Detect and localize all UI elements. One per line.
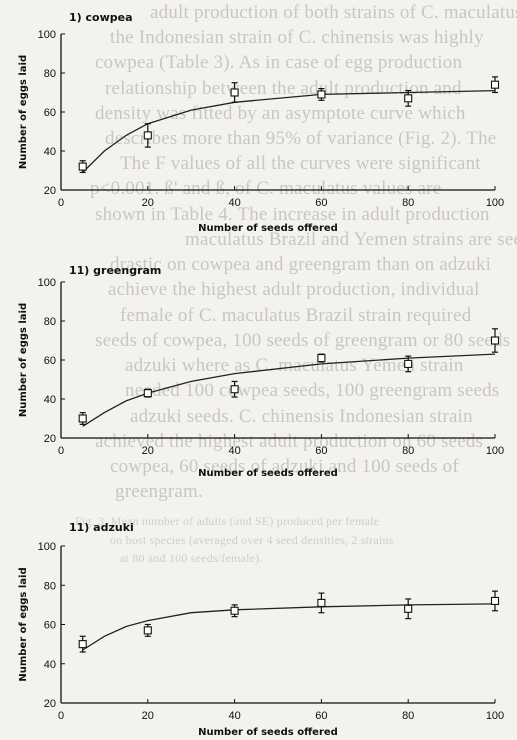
y-tick-label: 60	[44, 107, 56, 119]
y-axis-label: Number of eggs laid	[18, 567, 29, 681]
x-tick-label: 80	[402, 445, 414, 457]
data-point	[78, 162, 87, 171]
y-axis-label: Number of eggs laid	[18, 303, 29, 417]
data-point	[317, 598, 326, 607]
x-tick-label: 20	[142, 445, 154, 457]
y-tick-label: 40	[44, 394, 56, 406]
x-tick-label: 40	[228, 445, 240, 457]
x-axis-label: Number of seeds offered	[198, 223, 338, 234]
data-point	[143, 389, 152, 398]
y-tick-label: 100	[38, 29, 56, 41]
y-tick-label: 100	[38, 277, 56, 289]
x-tick-label: 0	[58, 445, 64, 457]
chart-title: 11) greengram	[69, 264, 161, 277]
y-tick-label: 100	[38, 541, 56, 553]
data-point	[143, 626, 152, 635]
x-tick-label: 0	[58, 197, 64, 209]
fitted-curve	[82, 603, 496, 651]
x-tick-label: 20	[142, 197, 154, 209]
data-point	[230, 385, 239, 394]
y-tick-label: 20	[44, 185, 56, 197]
data-point	[404, 359, 413, 368]
y-tick-label: 40	[44, 659, 56, 671]
data-point	[490, 80, 500, 89]
y-tick-label: 60	[44, 355, 56, 367]
y-tick-label: 80	[44, 316, 56, 328]
y-tick-label: 20	[44, 698, 56, 710]
data-point	[404, 604, 413, 613]
x-tick-label: 100	[486, 445, 504, 457]
chart-title: 11) adzuki	[69, 521, 134, 534]
x-tick-label: 0	[58, 710, 64, 722]
data-point	[317, 90, 326, 99]
data-point	[143, 131, 152, 140]
data-point	[230, 88, 239, 97]
x-tick-label: 60	[315, 197, 327, 209]
chart-title: 1) cowpea	[69, 11, 133, 24]
data-point	[404, 94, 413, 103]
x-tick-label: 60	[315, 445, 327, 457]
y-tick-label: 80	[44, 68, 56, 80]
y-tick-label: 80	[44, 580, 56, 592]
data-point	[78, 640, 87, 649]
x-axis-label: Number of seeds offered	[198, 727, 338, 738]
x-tick-label: 40	[228, 197, 240, 209]
y-axis-label: Number of eggs laid	[18, 55, 29, 169]
fitted-curve	[82, 89, 496, 173]
data-point	[230, 606, 239, 615]
data-point	[490, 596, 500, 606]
x-tick-label: 80	[402, 197, 414, 209]
y-tick-label: 60	[44, 620, 56, 632]
x-tick-label: 40	[228, 710, 240, 722]
data-point	[317, 353, 326, 363]
x-tick-label: 60	[315, 710, 327, 722]
x-tick-label: 100	[486, 197, 504, 209]
x-axis-label: Number of seeds offered	[198, 468, 338, 479]
x-tick-label: 80	[402, 710, 414, 722]
x-tick-label: 100	[486, 710, 504, 722]
data-point	[490, 336, 500, 345]
data-point	[78, 414, 87, 423]
x-tick-label: 20	[142, 710, 154, 722]
y-tick-label: 40	[44, 146, 56, 158]
y-tick-label: 20	[44, 433, 56, 445]
fitted-curve	[82, 353, 496, 427]
